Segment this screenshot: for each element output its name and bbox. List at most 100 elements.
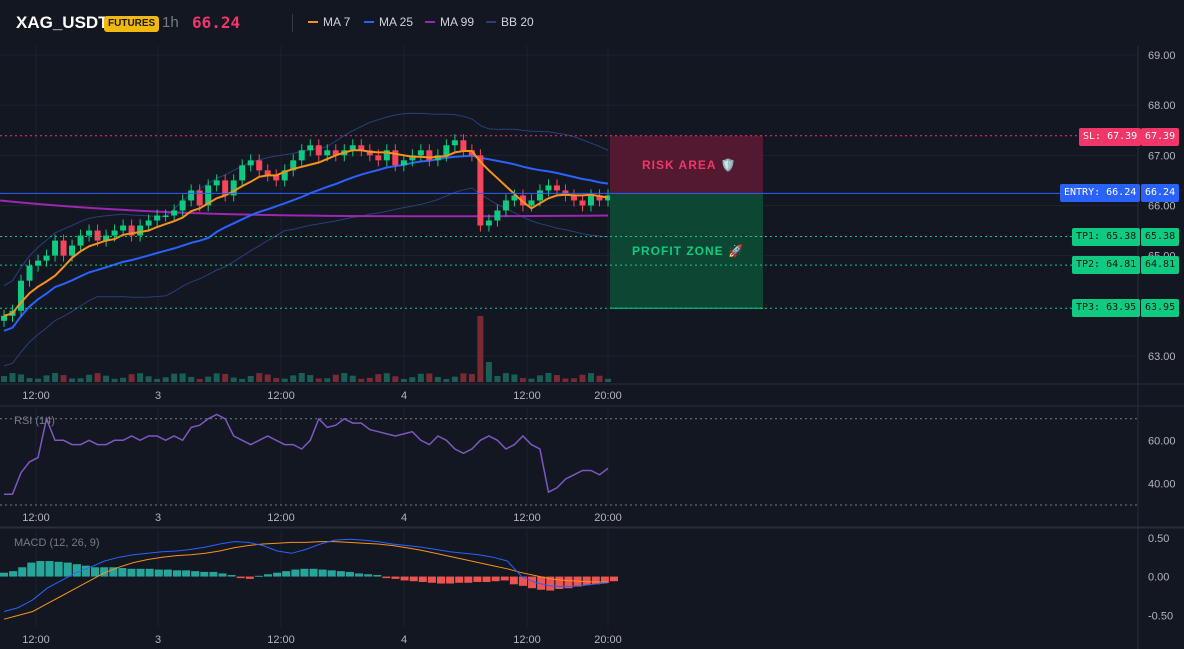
x-tick: 12:00: [22, 512, 50, 524]
macd-histogram-bar: [300, 568, 309, 577]
macd-histogram-bar: [227, 575, 236, 577]
volume-bar: [247, 375, 254, 382]
candle-body: [154, 215, 161, 221]
legend-ma7[interactable]: MA 7: [308, 15, 350, 29]
candle-body: [86, 230, 93, 236]
macd-histogram-bar: [0, 572, 8, 577]
macd-histogram-bar: [546, 576, 555, 591]
candle-body: [196, 190, 203, 206]
volume-bar: [324, 378, 331, 382]
volume-bar: [35, 378, 42, 382]
candle-body: [528, 200, 535, 206]
volume-bar: [579, 374, 586, 382]
volume-bar: [485, 362, 492, 382]
sl-tag: SL: 67.39: [1079, 128, 1142, 146]
macd-histogram-bar: [81, 565, 90, 577]
main-y-tick: 69.00: [1148, 50, 1176, 62]
legend-ma25[interactable]: MA 25: [364, 15, 413, 29]
volume-bar: [145, 376, 152, 382]
volume-bar: [60, 375, 67, 382]
bb20-swatch-icon: [486, 21, 496, 23]
volume-bar: [426, 373, 433, 382]
volume-bar: [94, 373, 101, 382]
macd-line: [3, 538, 609, 612]
macd-histogram-bar: [273, 572, 282, 577]
volume-bar: [409, 377, 416, 382]
candle-body: [417, 150, 424, 156]
candle-body: [18, 280, 25, 311]
macd-histogram-bar: [291, 569, 300, 577]
volume-bar: [137, 373, 144, 382]
volume-bar: [222, 373, 229, 382]
main-y-tick: 63.00: [1148, 351, 1176, 363]
candle-body: [366, 150, 373, 156]
macd-histogram-bar: [345, 571, 354, 577]
bb-upper-line: [3, 112, 609, 287]
volume-bar: [264, 374, 271, 382]
candle-body: [587, 195, 594, 206]
candle-body: [77, 235, 84, 246]
macd-y-tick: 0.00: [1148, 572, 1169, 584]
candle-body: [145, 220, 152, 226]
macd-histogram-bar: [400, 576, 409, 581]
macd-title: MACD (12, 26, 9): [14, 537, 100, 549]
x-tick: 12:00: [267, 512, 295, 524]
candle-body: [26, 265, 33, 281]
macd-histogram-bar: [45, 561, 54, 577]
macd-histogram-bar: [236, 576, 245, 579]
candle-body: [1, 315, 7, 321]
macd-histogram-bar: [209, 571, 218, 577]
volume-bar: [298, 373, 305, 382]
candle-body: [570, 195, 577, 201]
x-tick: 12:00: [513, 634, 541, 646]
tp2-axis-tag: 64.81: [1141, 256, 1180, 274]
timeframe-label[interactable]: 1h: [162, 14, 179, 31]
candle-body: [443, 145, 450, 156]
volume-bar: [545, 373, 552, 382]
macd-histogram-bar: [464, 576, 473, 583]
volume-bar: [188, 376, 195, 382]
candle-body: [477, 155, 484, 226]
volume-bar: [1, 376, 7, 382]
futures-badge: FUTURES: [104, 16, 160, 32]
volume-bar: [290, 375, 297, 382]
symbol-name[interactable]: XAG_USDT: [16, 13, 109, 32]
macd-histogram-bar: [109, 567, 118, 577]
x-tick: 12:00: [513, 512, 541, 524]
volume-bar: [196, 378, 203, 382]
legend-bb20[interactable]: BB 20: [486, 15, 534, 29]
macd-histogram-bar: [409, 576, 418, 582]
macd-histogram-bar: [282, 571, 291, 577]
macd-histogram-bar: [364, 574, 373, 577]
volume-bar: [120, 377, 127, 382]
candle-body: [290, 160, 297, 171]
x-tick: 3: [155, 512, 161, 524]
rsi-title: RSI (14): [14, 415, 55, 427]
macd-histogram-bar: [154, 569, 163, 577]
candle-body: [485, 220, 492, 226]
legend-ma99[interactable]: MA 99: [425, 15, 474, 29]
candle-body: [324, 150, 331, 156]
candle-body: [502, 200, 509, 211]
macd-y-tick: 0.50: [1148, 533, 1169, 545]
tp1-tag: TP1: 65.38: [1072, 228, 1141, 246]
macd-histogram-bar: [582, 576, 591, 586]
volume-bar: [596, 375, 603, 382]
candle-body: [179, 200, 186, 211]
x-tick: 12:00: [22, 634, 50, 646]
macd-histogram-bar: [9, 571, 18, 577]
candle-body: [519, 195, 526, 206]
candle-body: [409, 155, 416, 161]
macd-histogram-bar: [191, 571, 200, 577]
macd-histogram-bar: [254, 575, 263, 577]
candle-body: [553, 185, 560, 191]
volume-bar: [417, 373, 424, 382]
macd-histogram-bar: [500, 576, 509, 581]
macd-histogram-bar: [391, 576, 400, 579]
header-divider: [292, 14, 293, 32]
macd-histogram-bar: [91, 567, 100, 577]
macd-histogram-bar: [455, 576, 464, 583]
macd-histogram-bar: [36, 561, 45, 577]
candle-body: [375, 155, 382, 161]
